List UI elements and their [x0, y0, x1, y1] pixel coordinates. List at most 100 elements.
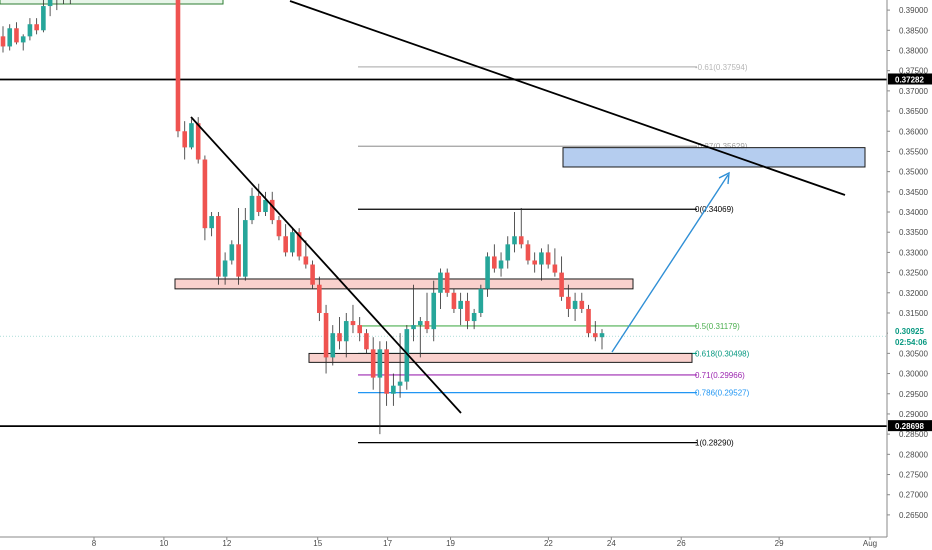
candle — [579, 292, 585, 313]
price-tick-label: 0.33000 — [899, 248, 928, 257]
candle-body — [343, 321, 349, 342]
candle-body — [599, 333, 605, 338]
candle — [566, 284, 571, 318]
candle — [229, 240, 235, 265]
time-tick-label: 22 — [544, 539, 553, 548]
price-tick-label: 0.30000 — [899, 370, 928, 379]
candle — [303, 240, 309, 269]
candle — [539, 248, 544, 281]
candle-body — [391, 385, 396, 394]
price-tick-label: 0.34500 — [899, 188, 928, 197]
candle-body — [296, 232, 302, 257]
time-tick-label: 19 — [446, 539, 455, 548]
price-tick-label: 0.39000 — [899, 6, 928, 15]
trend-line-upper[interactable] — [289, 0, 846, 196]
price-badge: 0.28698 — [888, 420, 932, 432]
candle — [370, 337, 376, 390]
candle-body — [209, 216, 214, 229]
time-tick-label: 26 — [677, 539, 686, 548]
candle-body — [572, 300, 578, 309]
candle-body — [451, 292, 457, 309]
candle — [216, 212, 221, 285]
projection-arrow-head[interactable] — [718, 171, 730, 185]
candle — [14, 22, 19, 45]
candle-body — [559, 272, 564, 297]
projection-arrow[interactable] — [611, 171, 730, 353]
time-tick-label: 15 — [313, 539, 322, 548]
candle-body — [27, 24, 33, 37]
candle — [559, 256, 564, 301]
support-zone[interactable] — [0, 0, 224, 5]
fib-label: -0.27(0.35629) — [695, 142, 748, 151]
candle — [391, 373, 396, 406]
price-badge-label: 0.30925 — [895, 327, 924, 336]
price-tick-label: 0.32000 — [899, 289, 928, 298]
candle — [330, 325, 336, 366]
candle — [56, 0, 58, 11]
candle-body — [269, 199, 275, 221]
candle-body — [229, 244, 235, 261]
candle-body — [411, 325, 416, 330]
candle — [364, 329, 369, 354]
price-tick-label: 0.27500 — [899, 471, 928, 480]
candle-body — [350, 321, 356, 326]
candle — [310, 260, 315, 289]
candle-body — [256, 195, 262, 213]
candle — [357, 317, 363, 342]
resistance-zone[interactable] — [308, 352, 693, 363]
candle-body — [592, 333, 598, 338]
price-tick-label: 0.29000 — [899, 410, 928, 419]
price-badge: 0.37282 — [888, 73, 932, 85]
time-tick-label: 12 — [222, 539, 231, 548]
candle-body — [512, 236, 517, 245]
candle-body — [384, 349, 389, 394]
target-zone[interactable] — [562, 147, 866, 168]
resistance-zone[interactable] — [174, 278, 634, 290]
time-tick-label: 17 — [383, 539, 392, 548]
candle-body — [471, 312, 477, 322]
price-tick-label: 0.38500 — [899, 26, 928, 35]
trend-line-lower[interactable] — [190, 116, 462, 414]
candle — [431, 280, 437, 342]
candle-body — [236, 244, 241, 277]
time-tick-label: 29 — [775, 539, 784, 548]
horizontal-lines[interactable] — [0, 78, 887, 428]
candle — [592, 321, 598, 342]
candle — [236, 207, 241, 285]
projection-arrow-line[interactable] — [611, 174, 729, 353]
candle — [34, 18, 39, 35]
fibonacci-retracement[interactable]: -0.61(0.37594) -0.27(0.35629) 0(0.34069) 0.… — [358, 63, 750, 448]
trend-lines[interactable] — [190, 0, 846, 414]
candle — [20, 34, 26, 51]
price-badge-label: 0.28698 — [895, 422, 924, 431]
candle — [417, 317, 423, 358]
candle-body — [330, 333, 336, 358]
candle-body — [310, 264, 315, 285]
price-badge-label: 0.37282 — [895, 75, 924, 84]
candle-body — [189, 123, 194, 148]
candle — [263, 191, 268, 217]
price-tick-label: 0.37000 — [899, 87, 928, 96]
candle — [377, 341, 383, 435]
candle-body — [492, 256, 497, 269]
candle-body — [242, 220, 248, 277]
price-tick-label: 0.33500 — [899, 228, 928, 237]
price-tick-label: 0.32500 — [899, 269, 928, 278]
candle-body — [0, 36, 6, 47]
candle — [424, 292, 430, 334]
candle — [384, 341, 389, 406]
candle — [599, 329, 605, 350]
candle-body — [377, 349, 383, 378]
candle — [451, 288, 457, 313]
candle-body — [317, 284, 322, 313]
price-tick-label: 0.36500 — [899, 107, 928, 116]
candle — [296, 228, 302, 261]
zones[interactable] — [0, 0, 866, 363]
candle-body — [202, 159, 208, 229]
fib-label: 0.618(0.30498) — [695, 349, 750, 358]
price-badge: 0.30925 — [888, 325, 932, 337]
price-tick-label: 0.29500 — [899, 390, 928, 399]
candle — [283, 224, 288, 257]
